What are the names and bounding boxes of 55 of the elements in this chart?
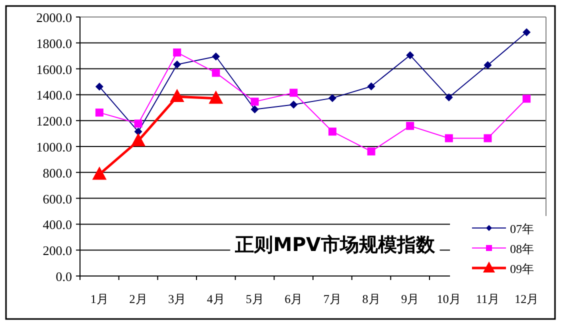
point [406,51,414,60]
point [367,147,376,156]
y-tick-label: 1000.0 [36,140,72,154]
x-tick-label: 9月 [401,292,420,306]
x-tick-label: 12月 [514,292,539,306]
point [212,52,220,60]
x-tick-label: 11月 [476,292,500,306]
point [134,128,142,136]
x-tick-label: 8月 [362,292,380,306]
y-tick-label: 2000.0 [36,10,72,25]
point [522,28,531,36]
point [328,94,336,102]
y-tick-label: 1200.0 [36,114,72,129]
point [92,166,107,180]
y-tick-label: 1400.0 [36,88,72,103]
x-tick-label: 1月 [90,292,108,306]
point [250,105,259,114]
point [367,82,376,90]
legend-label: 09年 [510,262,534,276]
x-tick-label: 3月 [168,292,186,306]
y-tick-label: 800.0 [42,165,72,180]
text: 正则MPV市场规模指数 [234,234,436,256]
x-tick-label: 10月 [436,292,461,306]
x-tick-label: 4月 [206,292,225,306]
x-tick-label: 6月 [284,292,303,306]
point [208,90,224,104]
point [444,134,453,142]
point [406,122,414,130]
point [522,94,531,103]
point [250,98,259,106]
point [484,61,492,70]
point [484,134,492,142]
y-tick-label: 0.0 [56,269,72,284]
legend-label: 07年 [510,222,534,236]
point [173,60,182,69]
y-tick-label: 200.0 [42,243,72,258]
x-tick-label: 2月 [129,292,148,306]
point [328,128,336,136]
point [290,88,298,97]
y-tick-label: 400.0 [42,217,72,232]
point [95,108,104,117]
point [170,88,184,102]
point [134,120,142,128]
point [444,93,453,102]
legend-label: 08年 [510,242,534,256]
x-tick-label: 5月 [246,292,264,306]
point [173,48,182,56]
y-tick-label: 1800.0 [36,36,72,51]
y-tick-label: 1600.0 [36,62,72,77]
point [95,82,104,91]
point [290,100,298,109]
y-tick-label: 600.0 [42,191,72,206]
point [131,133,146,146]
point [212,68,220,77]
x-tick-label: 7月 [323,292,342,306]
